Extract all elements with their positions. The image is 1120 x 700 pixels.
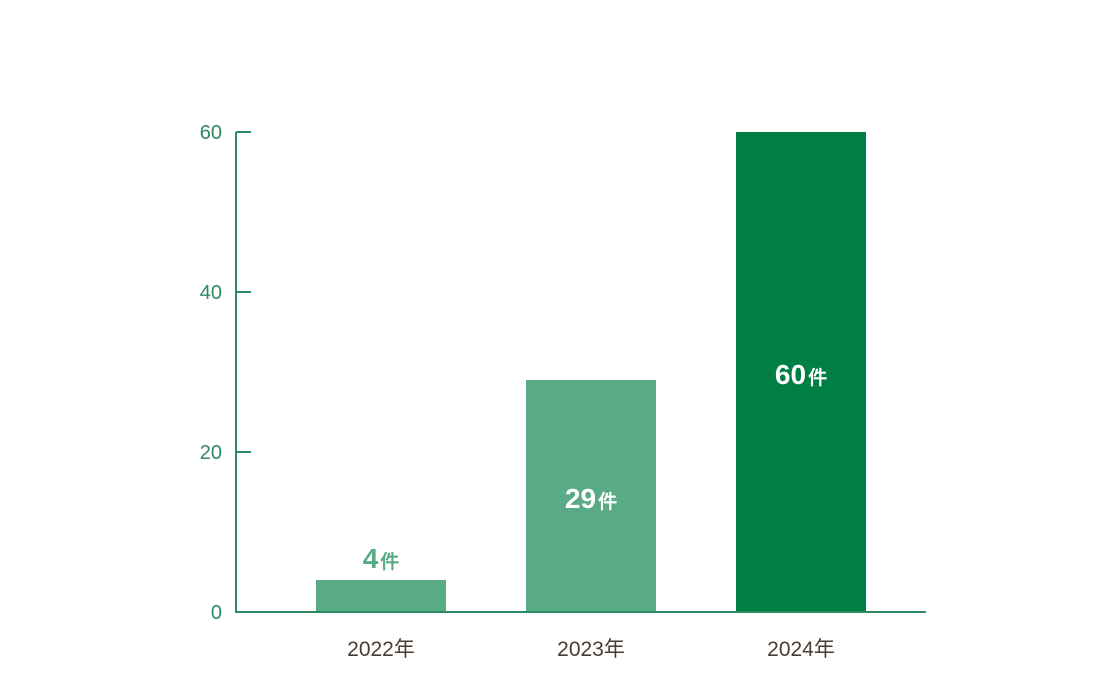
x-tick-label: 2024年 [767, 638, 835, 661]
y-tick-label: 60 [200, 122, 222, 144]
y-tick-label: 20 [200, 442, 222, 464]
bars [316, 132, 866, 612]
data-labels: 4 件 29 件 60 件 [363, 359, 827, 574]
y-axis-ticks: 0 20 40 60 [200, 122, 251, 624]
bar-2024 [736, 132, 866, 612]
bar-2022 [316, 580, 446, 612]
y-tick-label: 40 [200, 282, 222, 304]
data-label: 60 件 [775, 359, 827, 390]
x-axis-labels: 2022年 2023年 2024年 [347, 638, 835, 661]
x-tick-label: 2023年 [557, 638, 625, 661]
data-label: 29 件 [565, 483, 617, 514]
bar-2023 [526, 380, 656, 612]
x-tick-label: 2022年 [347, 638, 415, 661]
y-tick-label: 0 [211, 602, 222, 624]
